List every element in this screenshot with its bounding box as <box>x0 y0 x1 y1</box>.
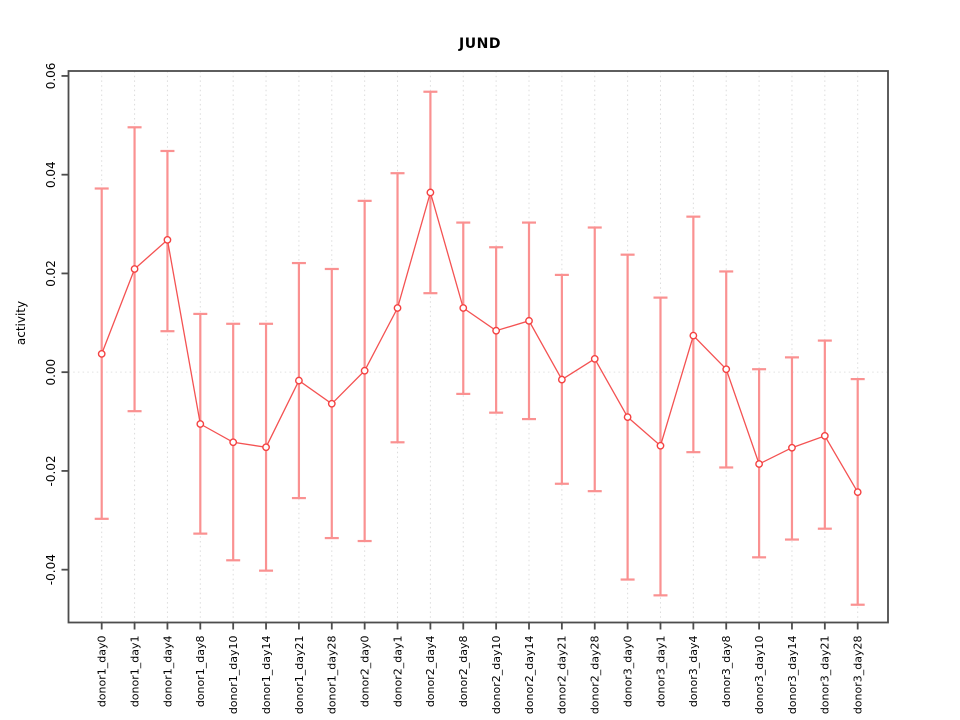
data-point <box>163 235 172 244</box>
data-point <box>689 331 698 340</box>
data-point <box>130 265 139 273</box>
y-tick-label: -0.02 <box>44 455 58 486</box>
x-tick-label: donor2_day1 <box>391 636 404 708</box>
data-point <box>722 365 731 374</box>
data-point <box>459 304 468 312</box>
data-point <box>755 460 763 468</box>
x-tick-label: donor1_day14 <box>260 636 273 715</box>
y-tick-label: -0.04 <box>44 554 58 585</box>
data-point <box>327 399 336 408</box>
chart-title: JUND <box>459 36 501 52</box>
data-point <box>360 366 369 375</box>
data-point <box>295 376 303 385</box>
x-tick-label: donor3_day1 <box>654 636 667 708</box>
x-tick-label: donor3_day14 <box>786 636 799 715</box>
data-point <box>262 443 270 452</box>
data-point <box>393 304 402 312</box>
data-point <box>229 438 238 447</box>
x-tick-label: donor2_day14 <box>523 636 536 715</box>
x-tick-label: donor1_day0 <box>96 636 109 708</box>
y-tick-label: 0.06 <box>44 63 58 90</box>
x-tick-label: donor2_day4 <box>424 636 437 708</box>
x-tick-label: donor1_day28 <box>326 636 339 715</box>
y-tick-label: 0.04 <box>44 161 58 188</box>
data-point <box>196 420 205 428</box>
data-point <box>853 488 862 497</box>
y-tick-label: 0.00 <box>44 359 58 386</box>
x-tick-label: donor1_day1 <box>128 636 141 708</box>
data-point <box>820 431 829 440</box>
x-tick-label: donor3_day4 <box>687 636 700 708</box>
data-point <box>557 375 566 384</box>
x-tick-label: donor3_day28 <box>852 636 865 715</box>
x-tick-label: donor1_day8 <box>194 636 207 708</box>
x-tick-label: donor1_day21 <box>293 636 306 715</box>
data-point <box>590 354 599 363</box>
x-tick-label: donor1_day10 <box>227 636 240 715</box>
x-tick-label: donor2_day21 <box>556 636 569 715</box>
x-tick-label: donor3_day10 <box>753 636 766 715</box>
x-tick-label: donor3_day8 <box>720 636 733 708</box>
data-point <box>788 443 796 452</box>
x-tick-label: donor2_day10 <box>490 636 503 715</box>
data-point <box>623 413 632 422</box>
data-point <box>426 188 435 197</box>
plot-box <box>67 70 889 624</box>
x-tick-label: donor3_day21 <box>819 636 832 715</box>
data-point <box>97 350 106 358</box>
data-point <box>492 326 501 335</box>
x-tick-label: donor2_day0 <box>359 636 372 708</box>
x-tick-label: donor3_day0 <box>621 636 634 708</box>
data-point <box>656 441 665 450</box>
series-line <box>101 190 859 493</box>
x-tick-label: donor1_day4 <box>161 636 174 708</box>
y-tick-label: 0.02 <box>44 260 58 287</box>
x-tick-label: donor2_day28 <box>589 636 602 715</box>
x-tick-label: donor2_day8 <box>457 636 470 708</box>
data-point <box>525 316 533 325</box>
